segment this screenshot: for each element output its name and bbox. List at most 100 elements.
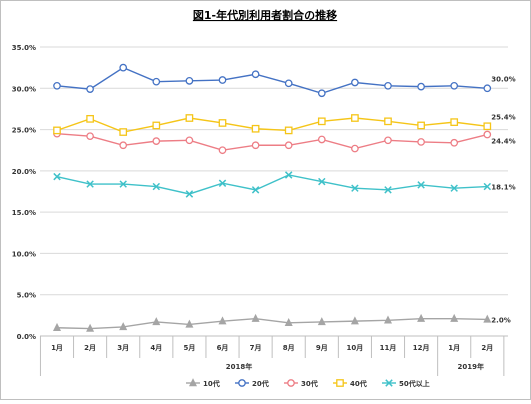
data-label: 18.1% xyxy=(491,184,515,192)
data-point xyxy=(152,137,161,145)
data-point xyxy=(53,172,61,181)
data-point xyxy=(483,314,492,323)
x-tick-label: 1月 xyxy=(51,344,63,352)
data-point xyxy=(351,144,359,153)
x-marker-stroke xyxy=(185,190,194,198)
y-tick-label: 20.0% xyxy=(12,168,36,176)
x-tick-label: 5月 xyxy=(183,344,195,352)
x-tick-label: 6月 xyxy=(217,344,229,352)
data-point xyxy=(450,81,459,90)
data-point xyxy=(251,124,260,133)
data-point xyxy=(251,70,260,79)
data-point xyxy=(450,313,459,322)
data-point xyxy=(218,146,227,155)
data-point xyxy=(152,77,161,86)
y-tick-label: 35.0% xyxy=(12,44,36,52)
data-point xyxy=(351,184,359,192)
data-point xyxy=(384,136,392,145)
x-tick-label: 2月 xyxy=(84,344,96,352)
data-point xyxy=(417,138,425,146)
x-marker-stroke xyxy=(483,182,492,191)
data-point xyxy=(185,77,194,85)
x-marker-stroke xyxy=(86,180,94,188)
data-point xyxy=(251,141,260,150)
y-tick-label: 25.0% xyxy=(12,127,36,135)
data-point xyxy=(417,313,426,322)
legend-marker xyxy=(336,379,344,387)
series-5: 18.1% xyxy=(53,171,516,198)
x-tick-label: 8月 xyxy=(283,344,295,352)
x-marker-stroke xyxy=(417,181,425,189)
series-line xyxy=(56,317,488,330)
x-tick-label: 11月 xyxy=(380,344,397,352)
data-point xyxy=(317,317,326,326)
data-point xyxy=(483,130,492,139)
x-marker-stroke xyxy=(318,177,326,186)
legend-marker xyxy=(188,378,198,387)
series-line xyxy=(56,133,488,151)
data-point xyxy=(119,63,128,72)
data-point xyxy=(284,317,293,326)
data-point xyxy=(251,313,260,322)
x-marker-stroke xyxy=(384,186,392,194)
data-point xyxy=(53,81,61,90)
data-point xyxy=(417,181,425,189)
data-point xyxy=(119,141,128,150)
data-point xyxy=(284,126,293,135)
data-point xyxy=(251,186,260,194)
x-marker-stroke xyxy=(53,172,61,181)
data-point xyxy=(318,177,326,186)
data-point xyxy=(119,180,127,188)
data-point xyxy=(86,132,94,141)
legend-label: 30代 xyxy=(301,379,318,388)
y-tick-label: 0.0% xyxy=(17,333,36,341)
series-line xyxy=(56,117,488,133)
y-tick-label: 15.0% xyxy=(12,209,36,217)
data-point xyxy=(86,180,94,188)
data-point xyxy=(152,317,161,326)
x-tick-label: 12月 xyxy=(413,344,430,352)
x-marker-stroke xyxy=(385,379,393,387)
x-marker-stroke xyxy=(218,179,227,187)
legend-item: 10代 xyxy=(186,378,220,388)
legend-item: 40代 xyxy=(333,379,367,388)
legend-label: 50代以上 xyxy=(399,379,430,388)
data-point xyxy=(417,121,425,130)
data-point xyxy=(317,135,326,144)
x-year-group-label: 2018年 xyxy=(226,362,252,371)
data-label: 2.0% xyxy=(491,316,510,324)
x-tick-label: 2月 xyxy=(481,344,493,352)
x-marker-stroke xyxy=(251,186,260,194)
data-point xyxy=(483,122,492,131)
x-marker-stroke xyxy=(450,184,458,192)
data-point xyxy=(351,78,359,87)
data-point xyxy=(284,79,293,88)
data-point xyxy=(351,114,359,122)
x-axis: 1月 2月 3月 4月 5月 6月 7月 8月 9月 10月 11月 12月 1月 2月 2018年 2019… xyxy=(39,336,505,376)
series-line xyxy=(56,174,488,195)
data-point xyxy=(152,121,161,130)
data-point xyxy=(185,190,194,198)
series-3: 24.4% xyxy=(53,129,516,155)
legend-item: 50代以上 xyxy=(382,379,430,388)
y-tick-label: 30.0% xyxy=(12,85,36,93)
data-point xyxy=(185,114,194,122)
data-point xyxy=(218,119,227,127)
data-point xyxy=(218,76,227,84)
legend-label: 20代 xyxy=(252,379,269,388)
legend-item: 20代 xyxy=(235,379,269,388)
legend-label: 40代 xyxy=(350,379,367,388)
legend-label: 10代 xyxy=(203,379,220,388)
data-point xyxy=(383,315,393,324)
data-point xyxy=(119,128,128,136)
data-point xyxy=(450,118,459,126)
chart-title: 図1-年代別利用者割合の推移 xyxy=(193,8,337,22)
x-tick-label: 4月 xyxy=(150,344,162,352)
data-point xyxy=(218,316,227,325)
data-point xyxy=(384,117,392,126)
x-marker-stroke xyxy=(351,184,359,192)
data-point xyxy=(450,138,459,147)
